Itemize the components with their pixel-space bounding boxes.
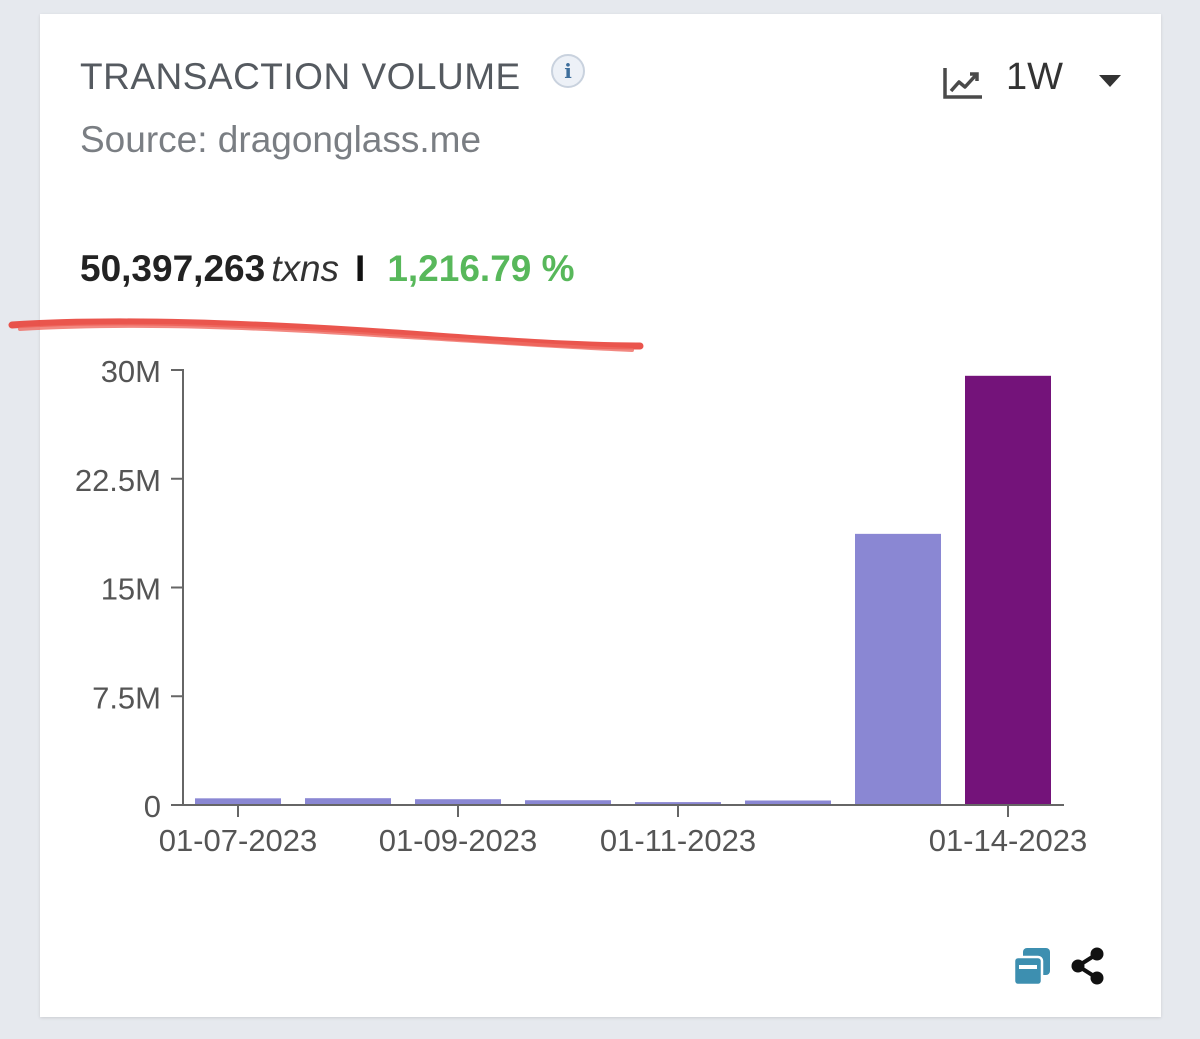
range-select[interactable]: 1W [1006, 56, 1063, 98]
percent-change: 1,216.79 % [387, 248, 575, 289]
red-scribble-annotation [8, 318, 644, 352]
x-tick-label: 01-09-2023 [379, 823, 538, 858]
y-tick-label: 15M [101, 572, 161, 607]
x-tick-label: 01-07-2023 [159, 823, 318, 858]
total-transactions: 50,397,263 [80, 248, 266, 289]
widget-title: TRANSACTION VOLUME [80, 56, 521, 97]
bar-01-07-2023[interactable] [195, 798, 281, 805]
bar-01-14-2023[interactable] [965, 375, 1051, 805]
stats-separator: I [355, 248, 366, 289]
y-tick-label: 22.5M [75, 463, 161, 498]
x-tick-label: 01-14-2023 [929, 823, 1088, 858]
bar-01-10-2023[interactable] [525, 800, 611, 805]
bar-01-09-2023[interactable] [415, 799, 501, 805]
y-tick-label: 0 [144, 789, 161, 824]
x-tick-label: 01-11-2023 [600, 823, 756, 858]
bar-01-13-2023[interactable] [855, 533, 941, 805]
bar-01-11-2023[interactable] [635, 802, 721, 805]
info-icon[interactable]: i [551, 54, 585, 88]
chevron-down-icon[interactable] [1098, 74, 1122, 88]
stats-row: 50,397,263 txns I 1,216.79 % [80, 248, 575, 290]
copy-icon[interactable] [1011, 946, 1053, 988]
bar-01-08-2023[interactable] [305, 798, 391, 805]
source-text: Source: dragonglass.me [80, 119, 482, 160]
total-unit: txns [271, 248, 340, 289]
y-tick-label: 7.5M [92, 680, 161, 715]
bar-chart: 0 7.5M 15M 22.5M 30M 01-07-2023 01-09-2023 01-1… [75, 354, 1088, 858]
line-chart-icon[interactable] [942, 66, 984, 100]
y-tick-label: 30M [101, 354, 161, 389]
share-icon[interactable] [1068, 946, 1108, 986]
bar-01-12-2023[interactable] [745, 800, 831, 805]
